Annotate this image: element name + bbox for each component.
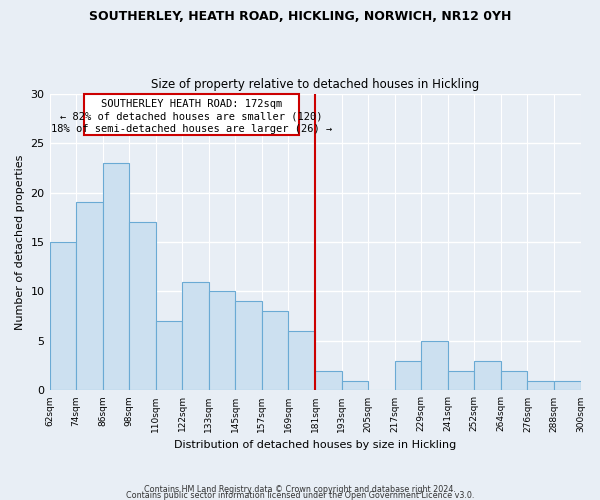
Bar — [156, 321, 182, 390]
Bar — [341, 380, 368, 390]
Bar — [289, 331, 315, 390]
Bar — [129, 222, 156, 390]
Title: Size of property relative to detached houses in Hickling: Size of property relative to detached ho… — [151, 78, 479, 91]
Text: 18% of semi-detached houses are larger (26) →: 18% of semi-detached houses are larger (… — [51, 124, 332, 134]
Bar — [235, 302, 262, 390]
Bar — [262, 312, 289, 390]
Bar — [448, 370, 475, 390]
Bar — [395, 360, 421, 390]
FancyBboxPatch shape — [84, 94, 299, 135]
Bar — [501, 370, 527, 390]
Bar — [50, 242, 76, 390]
Text: Contains HM Land Registry data © Crown copyright and database right 2024.: Contains HM Land Registry data © Crown c… — [144, 484, 456, 494]
Y-axis label: Number of detached properties: Number of detached properties — [15, 154, 25, 330]
Bar — [76, 202, 103, 390]
Bar — [421, 341, 448, 390]
Bar — [103, 163, 129, 390]
Text: SOUTHERLEY HEATH ROAD: 172sqm: SOUTHERLEY HEATH ROAD: 172sqm — [101, 98, 282, 108]
Text: Contains public sector information licensed under the Open Government Licence v3: Contains public sector information licen… — [126, 490, 474, 500]
Bar — [182, 282, 209, 391]
Bar — [209, 292, 235, 390]
Bar — [315, 370, 341, 390]
Bar — [475, 360, 501, 390]
Text: ← 82% of detached houses are smaller (120): ← 82% of detached houses are smaller (12… — [61, 112, 323, 122]
Text: SOUTHERLEY, HEATH ROAD, HICKLING, NORWICH, NR12 0YH: SOUTHERLEY, HEATH ROAD, HICKLING, NORWIC… — [89, 10, 511, 23]
Bar — [554, 380, 581, 390]
X-axis label: Distribution of detached houses by size in Hickling: Distribution of detached houses by size … — [174, 440, 456, 450]
Bar — [527, 380, 554, 390]
